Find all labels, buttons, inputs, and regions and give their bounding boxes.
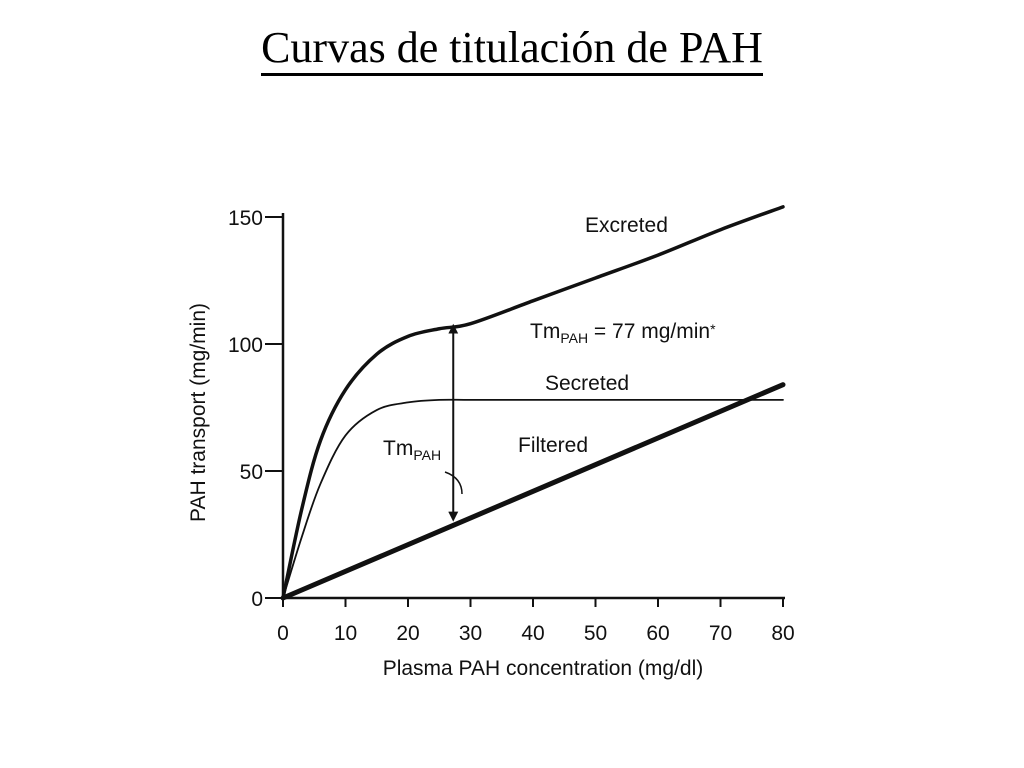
y-axis-label: PAH transport (mg/min): [187, 303, 210, 522]
series-label-secreted: Secreted: [545, 372, 629, 395]
series-label-excreted: Excreted: [585, 214, 668, 237]
x-tick-label: 20: [396, 622, 419, 645]
x-tick-label: 50: [584, 622, 607, 645]
series-group: Excreted Secreted Filtered: [280, 205, 786, 601]
tm-secreted-label: TmPAH: [383, 437, 441, 463]
x-axis-label: Plasma PAH concentration (mg/dl): [383, 657, 704, 680]
x-tick-label: 60: [646, 622, 669, 645]
annotations: TmPAH = 77 mg/min* TmPAH: [383, 320, 716, 522]
tm-total-asterisk: *: [710, 321, 716, 337]
series-line-secreted: [282, 398, 784, 599]
slide-title: Curvas de titulación de PAH: [0, 22, 1024, 76]
axes: 0 10 20 30 40 50 60 70 80 0 50 100 150: [228, 207, 795, 645]
series-line-filtered: [280, 382, 786, 601]
x-tick-label: 10: [334, 622, 357, 645]
series-label-filtered: Filtered: [518, 434, 588, 457]
tm-total-main: Tm: [530, 320, 560, 343]
tm-total-value: = 77 mg/min: [588, 320, 710, 343]
tm-total-label: TmPAH = 77 mg/min*: [530, 320, 716, 346]
y-tick-label: 100: [228, 334, 263, 357]
slide-title-text: Curvas de titulación de PAH: [261, 23, 763, 76]
x-tick-label: 0: [277, 622, 289, 645]
x-tick-label: 70: [709, 622, 732, 645]
x-tick-label: 40: [521, 622, 544, 645]
x-tick-label: 30: [459, 622, 482, 645]
y-tick-label: 0: [251, 588, 263, 611]
y-tick-label: 150: [228, 207, 263, 230]
y-tick-label: 50: [240, 461, 263, 484]
tm-total-subscript: PAH: [560, 330, 588, 346]
x-ticks: 0 10 20 30 40 50 60 70 80: [277, 598, 795, 645]
series-line-excreted: [281, 205, 785, 600]
tm-leader-line: [444, 471, 463, 495]
x-tick-label: 80: [771, 622, 794, 645]
tm-secreted-subscript: PAH: [413, 447, 441, 463]
y-ticks: 0 50 100 150: [228, 207, 283, 611]
tm-secreted-main: Tm: [383, 437, 413, 460]
